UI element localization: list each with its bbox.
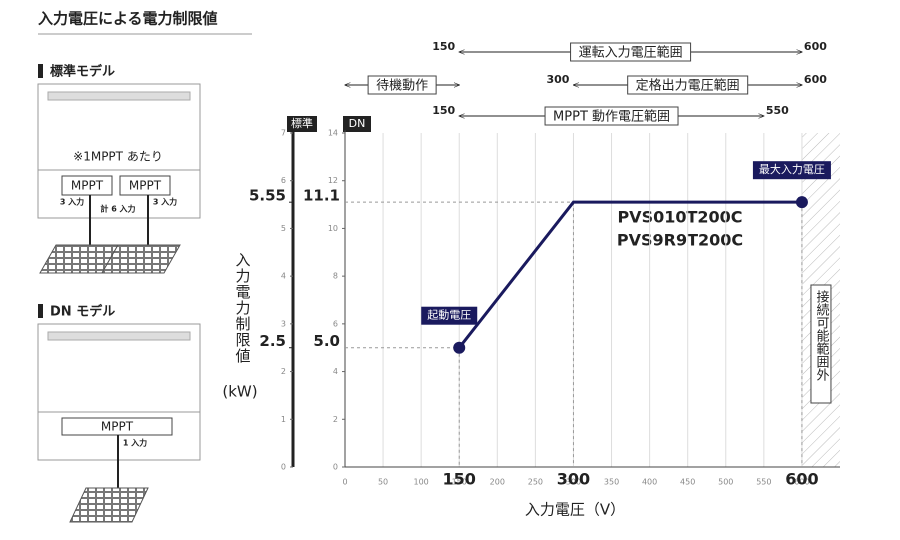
- axis-tag: [287, 116, 317, 132]
- y2-tick-label: 1: [281, 415, 286, 424]
- x-tick-label: 50: [378, 478, 388, 487]
- range-label: 待機動作: [376, 79, 428, 94]
- y-tick-label: 2: [333, 415, 338, 424]
- model-label: PVS9R9T200C: [617, 231, 743, 250]
- y-tick-label: 12: [328, 176, 338, 185]
- y2-tick-label: 5: [281, 224, 286, 233]
- x-tick-label: 400: [642, 478, 657, 487]
- y-highlight-label: 5.0: [313, 332, 340, 350]
- annotation: 起動電圧: [427, 308, 471, 322]
- x-label: 入力電圧（V）: [525, 501, 625, 519]
- x-highlight-label: 150: [443, 470, 476, 489]
- x-tick-label: 450: [680, 478, 695, 487]
- x-highlight-label: 600: [785, 470, 818, 489]
- range-label: 運転入力電圧範囲: [579, 46, 683, 61]
- mppt: MPPT: [101, 420, 134, 434]
- mppt-box: [61, 175, 113, 196]
- y-highlight-label: 11.1: [303, 187, 340, 205]
- y2-tick-label: 0: [281, 463, 286, 472]
- x-tick-label: 0: [342, 478, 347, 487]
- inputs: 3 入力: [60, 197, 84, 207]
- out-of-range-label: 接続可能範囲外: [813, 289, 829, 381]
- range-start: 150: [432, 40, 455, 53]
- annotation: 最大入力電圧: [759, 162, 825, 176]
- model-label: PVS010T200C: [617, 208, 742, 227]
- inverter: [37, 83, 201, 219]
- range-start: 300: [546, 73, 569, 86]
- range-start: 150: [432, 104, 455, 117]
- bullet: [38, 304, 43, 318]
- marker: [453, 341, 466, 354]
- y-tick-label: 6: [333, 319, 338, 328]
- y2-tick-label: 3: [281, 319, 286, 328]
- range-box: [627, 75, 749, 95]
- x-highlight-label: 300: [557, 470, 590, 489]
- y2-tick-label: 6: [281, 176, 286, 185]
- x-tick-label: 350: [604, 478, 619, 487]
- note: ※1MPPT あたり: [73, 150, 163, 164]
- x-tick-label: 550: [756, 478, 771, 487]
- range-end: 550: [766, 104, 789, 117]
- y-tick-label: 8: [333, 272, 338, 281]
- series-line: [458, 200, 802, 349]
- bullet: [38, 64, 43, 78]
- inverter-panel: [47, 91, 191, 101]
- model-title: 標準モデル: [50, 64, 115, 80]
- range-label: MPPT 動作電圧範囲: [553, 110, 670, 125]
- x-tick-label: 150: [452, 478, 467, 487]
- y2-tick-label: 7: [281, 129, 286, 138]
- x-tick-label: 200: [490, 478, 505, 487]
- axis-tag: [343, 116, 371, 132]
- y-tick-label: 10: [328, 224, 338, 233]
- x-tick-label: 500: [718, 478, 733, 487]
- solar-panel: [69, 487, 149, 523]
- mppt-box: [119, 175, 171, 196]
- out-of-range-box: [810, 284, 832, 404]
- y2-axis-name: 標準: [291, 116, 313, 130]
- model-title: DN モデル: [50, 304, 115, 320]
- y-tick-label: 14: [328, 129, 338, 138]
- range-box: [367, 75, 437, 95]
- range-label: 定格出力電圧範囲: [636, 78, 740, 94]
- annotation-box: [752, 161, 831, 180]
- inputs: 1 入力: [123, 438, 147, 448]
- range-box: [570, 42, 692, 62]
- y-tick-label: 0: [333, 463, 338, 472]
- x-tick-label: 100: [414, 478, 429, 487]
- y-axis-name: DN: [349, 117, 366, 130]
- range-end: 600: [804, 40, 827, 53]
- y-label: 入力電力制限値: [234, 252, 252, 364]
- solar-panel: [101, 244, 181, 274]
- x-tick-label: 300: [566, 478, 581, 487]
- total: 計 6 入力: [100, 204, 135, 214]
- inverter-panel: [47, 331, 191, 341]
- mppt: MPPT: [129, 179, 162, 193]
- title: 入力電圧による電力制限値: [38, 10, 218, 28]
- y-unit: (kW): [222, 383, 257, 401]
- marker: [795, 196, 808, 209]
- range-box: [544, 106, 679, 126]
- x-tick-label: 600: [794, 478, 809, 487]
- y2-tick-label: 2: [281, 367, 286, 376]
- mppt: MPPT: [71, 179, 104, 193]
- y2-tick-label: 4: [281, 272, 286, 281]
- inputs: 3 入力: [153, 197, 177, 207]
- x-tick-label: 250: [528, 478, 543, 487]
- range-end: 600: [804, 73, 827, 86]
- annotation-box: [421, 306, 478, 325]
- y2-highlight-label: 2.5: [259, 332, 286, 350]
- y-tick-label: 4: [333, 367, 338, 376]
- y2-highlight-label: 5.55: [249, 187, 286, 205]
